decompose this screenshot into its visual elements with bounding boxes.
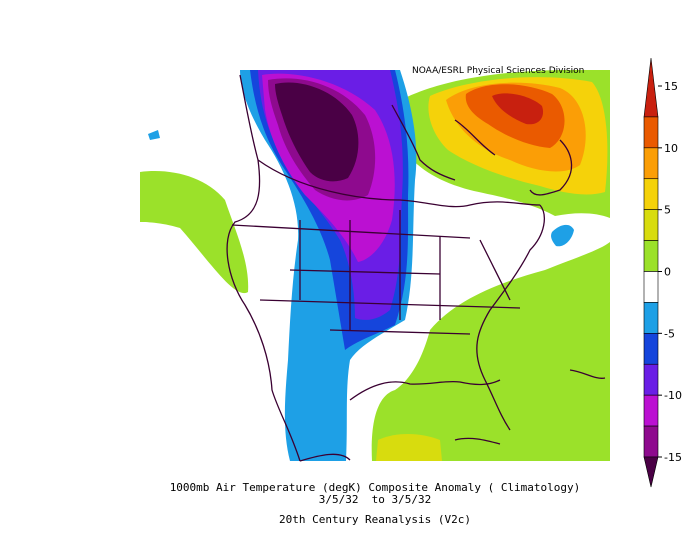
colorbar-band [644, 302, 658, 333]
caption-dates: 3/5/32 to 3/5/32 [0, 493, 700, 506]
colorbar-tick-label: 5 [664, 204, 671, 217]
colorbar-band [644, 272, 658, 303]
warm-anomaly-yellow-gulf [376, 434, 442, 461]
credit-label: NOAA/ESRL Physical Sciences Division [412, 66, 584, 76]
colorbar-band [644, 117, 658, 148]
colorbar-band [644, 333, 658, 364]
colorbar-tick-label: 10 [664, 142, 678, 155]
colorbar-band [644, 210, 658, 241]
colorbar-band [644, 241, 658, 272]
colorbar-band [644, 179, 658, 210]
colorbar-band [644, 58, 658, 117]
colorbar-tick-label: -10 [664, 389, 682, 402]
colorbar-band [644, 364, 658, 395]
caption-source: 20th Century Reanalysis (V2c) [0, 513, 700, 526]
colorbar-band [644, 426, 658, 457]
anomaly-field [140, 65, 610, 461]
colorbar-tick-label: 0 [664, 266, 671, 279]
colorbar-tick-label: 15 [664, 80, 678, 93]
colorbar-band [644, 395, 658, 426]
colorbar-tick-label: -5 [664, 327, 675, 340]
colorbar-tick-label: -15 [664, 451, 682, 464]
colorbar-band [644, 148, 658, 179]
colorbar: 15 10 5 0 -5 -10 -15 [644, 58, 682, 487]
